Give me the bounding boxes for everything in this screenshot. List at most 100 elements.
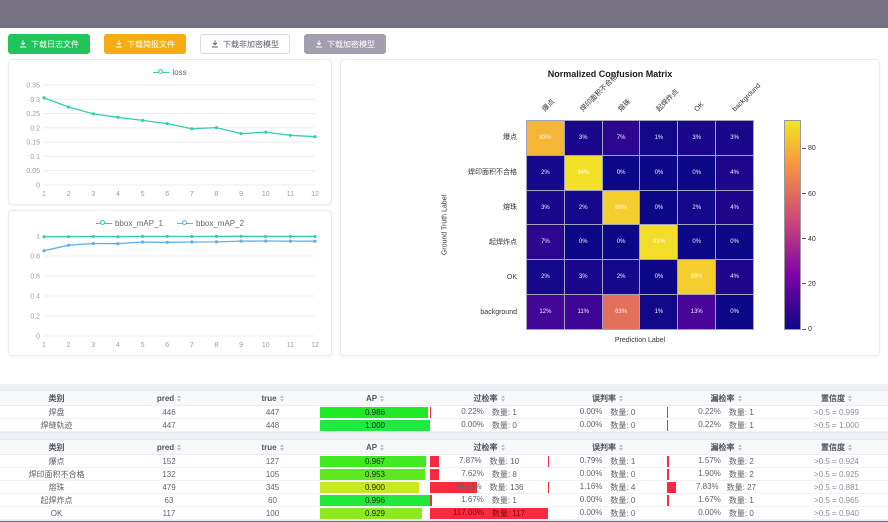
column-header-miss[interactable]: 漏检率: [667, 440, 785, 454]
svg-text:2: 2: [67, 342, 71, 349]
cell-miss: 1.57% 数量: 2: [667, 455, 785, 467]
column-header-true[interactable]: true: [225, 391, 320, 405]
column-header-over[interactable]: 过检率: [430, 391, 548, 405]
legend-item-loss[interactable]: loss: [153, 68, 187, 77]
download-unencrypted-model-button[interactable]: 下载非加密模型: [200, 34, 290, 54]
cell-pred: 63: [164, 495, 174, 505]
cell-pred: 152: [162, 456, 176, 466]
cell-ap: 0.953: [320, 468, 430, 480]
column-label: true: [261, 393, 277, 403]
heatmap-cell: 2%: [602, 260, 640, 295]
column-header-conf[interactable]: 置信度: [785, 440, 888, 454]
cell-pred: 117: [162, 508, 176, 518]
download-icon: [315, 40, 323, 48]
sort-icon[interactable]: [279, 443, 284, 451]
sort-icon[interactable]: [619, 394, 623, 402]
sort-icon[interactable]: [177, 443, 182, 451]
cell-true: 345: [265, 482, 280, 492]
sort-icon[interactable]: [848, 443, 852, 451]
column-header-ap[interactable]: AP: [320, 391, 430, 405]
cell-true: 127: [265, 456, 280, 466]
heatmap-cell: 0%: [640, 155, 678, 190]
sort-icon[interactable]: [848, 394, 852, 402]
table-row: 熔珠 479 345 0.900 39.42% 数量: 136 1.16% 数量: 4 7.83…: [0, 481, 888, 494]
legend-item-bbox_mAP_2[interactable]: bbox_mAP_2: [177, 219, 244, 228]
svg-text:6: 6: [165, 191, 169, 198]
column-label: 类别: [48, 442, 65, 452]
sort-icon[interactable]: [737, 394, 742, 402]
matrix-col-label: 熔珠: [617, 98, 633, 114]
svg-text:0: 0: [36, 183, 40, 190]
download-log-file-button[interactable]: 下载日志文件: [8, 34, 90, 54]
cell-ap: 1.000: [320, 419, 430, 431]
cell-over: 1.67% 数量: 1: [430, 494, 548, 506]
heatmap-cell: 63%: [602, 295, 640, 329]
column-header-pred[interactable]: pred: [113, 440, 225, 454]
sort-icon[interactable]: [279, 394, 284, 402]
heatmap-cell: 4%: [716, 155, 753, 190]
svg-text:0.8: 0.8: [30, 254, 40, 261]
cell-conf: >0.5 = 0.999: [814, 407, 859, 417]
column-header-pred[interactable]: pred: [113, 391, 225, 405]
button-label: 下载日志文件: [31, 39, 79, 49]
cell-ap: 0.967: [320, 455, 430, 467]
colorbar-tick: 20: [802, 281, 816, 288]
cell-pred: 447: [162, 420, 176, 430]
column-header-ap[interactable]: AP: [320, 440, 430, 454]
table-row: 焊盘 446 447 0.986 0.22% 数量: 1 0.00% 数量: 0 0.22% 数量…: [0, 406, 888, 419]
column-header-true[interactable]: true: [225, 440, 320, 454]
heatmap-cell: 2%: [527, 155, 564, 190]
svg-text:0.15: 0.15: [26, 140, 40, 147]
legend-label: bbox_mAP_2: [196, 218, 245, 228]
column-label: pred: [156, 442, 175, 452]
svg-text:9: 9: [239, 342, 243, 349]
column-header-miss[interactable]: 漏检率: [667, 391, 785, 405]
column-header-mis[interactable]: 误判率: [548, 440, 667, 454]
sort-icon[interactable]: [380, 443, 385, 451]
legend-item-bbox_mAP_1[interactable]: bbox_mAP_1: [95, 218, 163, 228]
colorbar-tick: 0: [802, 326, 812, 333]
download-brief-file-button[interactable]: 下载简报文件: [104, 34, 186, 54]
svg-text:12: 12: [311, 342, 319, 349]
column-label: pred: [156, 393, 175, 403]
matrix-col-label: 爆点: [541, 98, 557, 114]
column-label: 类别: [48, 393, 65, 403]
sort-icon[interactable]: [737, 443, 742, 451]
heatmap-cell: 89%: [678, 260, 716, 295]
cell-conf: >0.5 = 1.000: [814, 420, 859, 430]
heatmap-cell: 0%: [716, 225, 753, 260]
matrix-col-label: 起焊炸点: [655, 88, 681, 114]
heatmap-cell: 0%: [602, 155, 640, 190]
svg-text:2: 2: [67, 191, 71, 198]
svg-text:0.2: 0.2: [30, 314, 40, 321]
legend-label: bbox_mAP_1: [114, 218, 163, 228]
cell-over: 0.00% 数量: 0: [461, 419, 517, 430]
cell-pred: 479: [162, 482, 176, 492]
sort-icon[interactable]: [500, 443, 505, 451]
download-encrypted-model-button[interactable]: 下载加密模型: [304, 34, 386, 54]
column-header-over[interactable]: 过检率: [430, 440, 548, 454]
cell-over: 117.00% 数量: 117: [430, 507, 548, 519]
heatmap-cell: 2%: [527, 260, 564, 295]
button-label: 下载非加密模型: [223, 39, 279, 49]
cell-mis: 0.00% 数量: 0: [579, 419, 636, 430]
svg-text:11: 11: [287, 342, 294, 349]
sort-icon[interactable]: [380, 394, 385, 402]
sort-icon[interactable]: [619, 443, 623, 451]
metrics-tables-area: 类别 pred true AP 过检率 误判率 漏检率 置信度 焊盘 446 447 0.986 0.2…: [0, 384, 888, 521]
column-label: 置信度: [821, 393, 845, 403]
heatmap-cell: 11%: [564, 295, 602, 329]
sort-icon[interactable]: [177, 394, 182, 402]
column-header-mis[interactable]: 误判率: [548, 391, 667, 405]
svg-text:0.6: 0.6: [30, 274, 40, 281]
map-chart-legend: bbox_mAP_1 bbox_mAP_2: [17, 216, 323, 230]
heatmap-cell: 4%: [716, 260, 753, 295]
sort-icon[interactable]: [500, 394, 505, 402]
cell-miss: 0.22% 数量: 1: [667, 419, 785, 431]
matrix-col-label: OK: [693, 101, 706, 114]
svg-text:11: 11: [287, 191, 294, 198]
svg-text:0.4: 0.4: [30, 294, 40, 301]
heatmap-cell: 0%: [602, 225, 640, 260]
column-header-conf[interactable]: 置信度: [785, 391, 888, 405]
svg-text:8: 8: [215, 191, 219, 198]
